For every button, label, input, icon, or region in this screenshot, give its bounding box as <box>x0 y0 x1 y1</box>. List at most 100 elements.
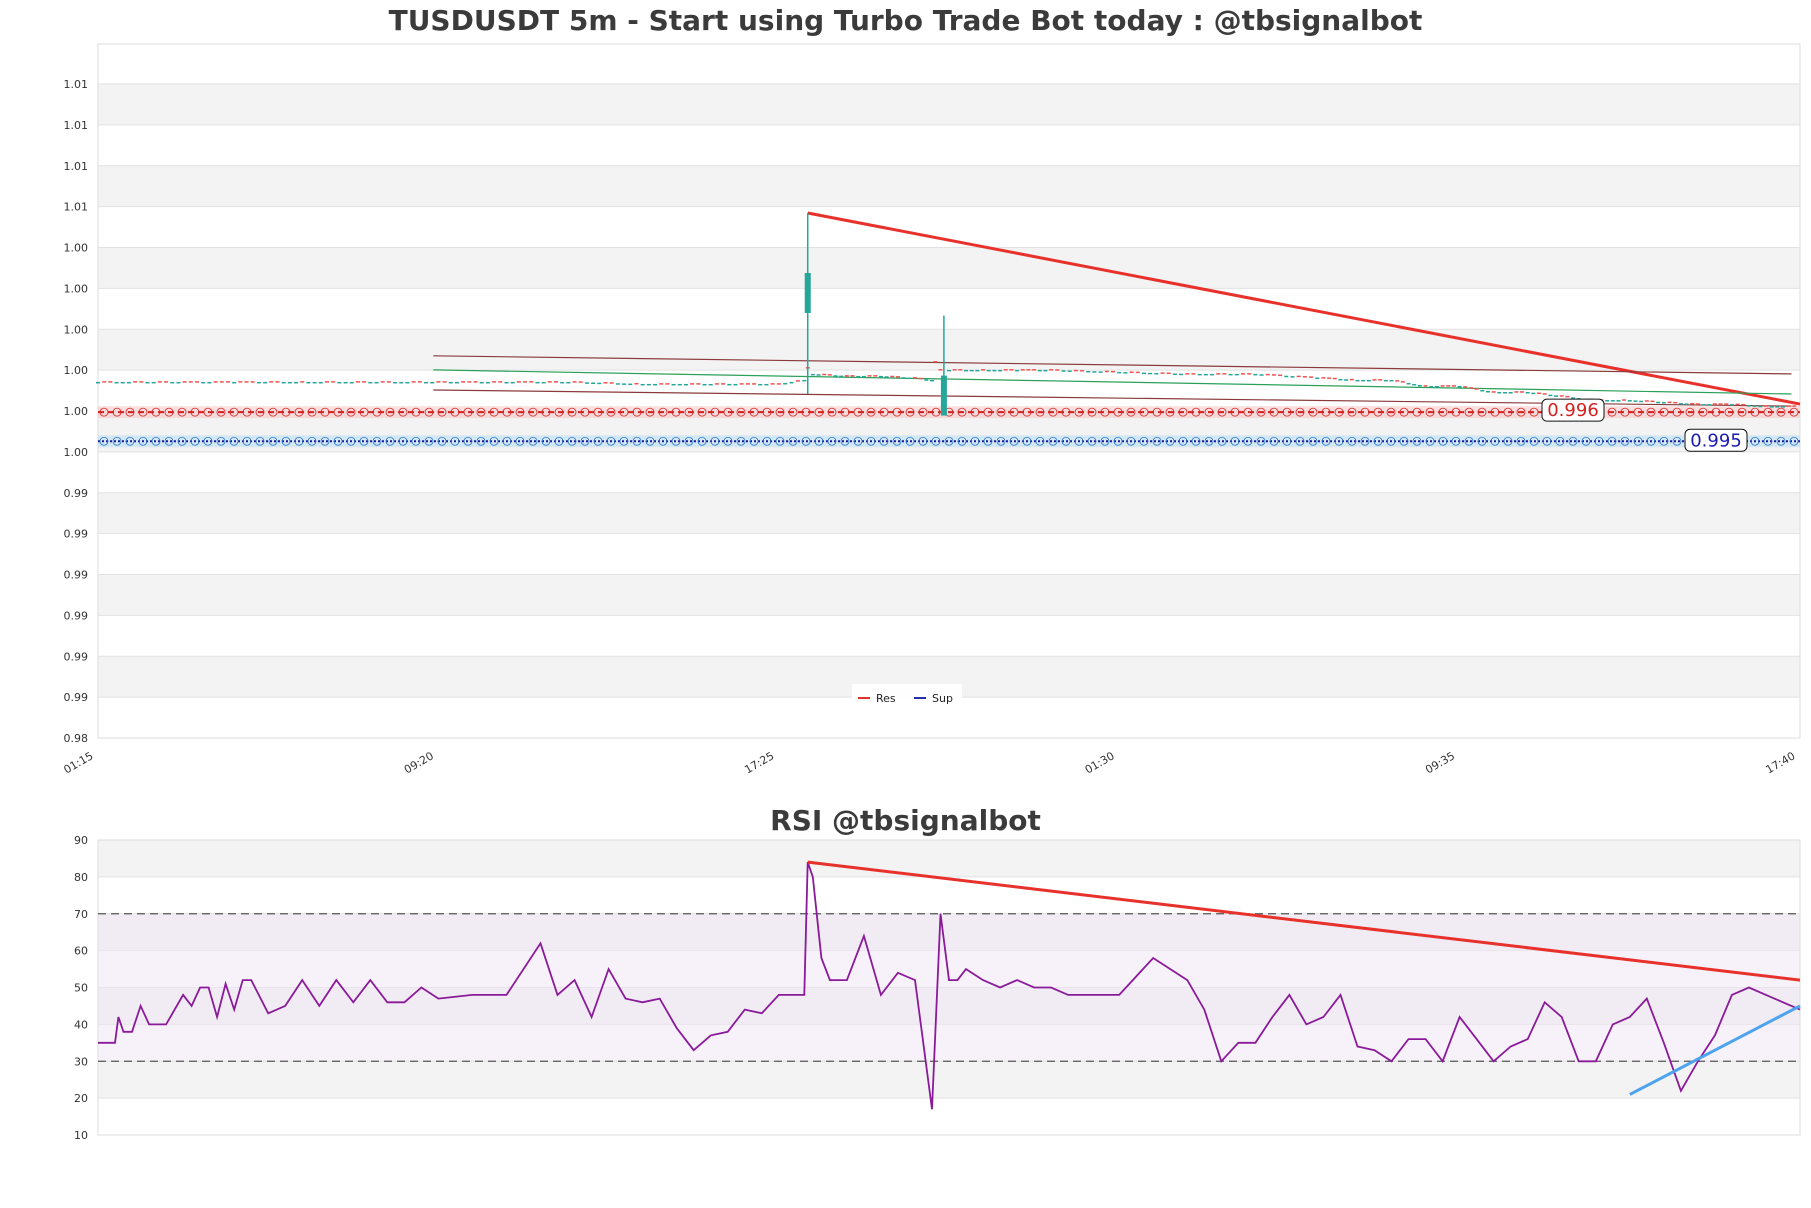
support-marker <box>398 436 408 446</box>
support-marker <box>567 436 577 446</box>
candle <box>300 381 305 383</box>
price-x-tick-label: 17:40 <box>1764 749 1798 776</box>
support-marker <box>918 436 928 446</box>
support-marker <box>762 436 772 446</box>
candle <box>907 377 912 380</box>
candle <box>1491 391 1496 393</box>
resistance-marker <box>1347 407 1357 417</box>
candle <box>1701 404 1706 406</box>
candle <box>1446 385 1451 387</box>
candle <box>1355 379 1360 382</box>
candle <box>547 381 552 383</box>
candle <box>981 369 986 371</box>
rsi-sup-trend-line <box>1629 1004 1801 1096</box>
resistance-marker <box>1152 407 1162 417</box>
candle <box>615 383 620 385</box>
support-marker <box>1269 436 1279 446</box>
resistance-marker <box>1464 407 1474 417</box>
price-y-tick-label: 1.00 <box>64 364 89 377</box>
price-y-tick-label: 0.99 <box>64 487 89 500</box>
resistance-marker <box>1490 407 1500 417</box>
price-y-tick-label: 0.99 <box>64 691 89 704</box>
candle <box>739 383 744 385</box>
resistance-marker <box>554 407 564 417</box>
candle <box>1463 386 1468 388</box>
candle <box>764 383 769 386</box>
price-x-tick-label: 09:20 <box>402 749 436 776</box>
support-marker <box>632 436 642 446</box>
resistance-marker <box>450 407 460 417</box>
resistance-marker <box>190 407 200 417</box>
support-marker <box>1776 436 1786 446</box>
candle <box>516 381 521 383</box>
candle <box>964 369 969 372</box>
candle <box>1395 380 1400 382</box>
support-marker <box>450 436 460 446</box>
candle <box>374 381 379 384</box>
resistance-marker <box>1711 407 1721 417</box>
resistance-marker <box>411 407 421 417</box>
support-marker <box>1659 436 1669 446</box>
candle <box>331 381 336 383</box>
candle <box>176 381 181 384</box>
price-y-tick-label: 1.00 <box>64 446 89 459</box>
support-marker <box>1347 436 1357 446</box>
resistance-marker <box>918 407 928 417</box>
support-marker <box>1061 436 1071 446</box>
candle <box>1315 377 1320 380</box>
support-marker <box>138 436 148 446</box>
resistance-marker <box>1425 407 1435 417</box>
candle <box>1338 378 1343 381</box>
candle <box>1278 374 1283 377</box>
resistance-marker <box>99 407 109 417</box>
candle <box>584 382 589 384</box>
resistance-marker <box>1282 407 1292 417</box>
price-y-tick-label: 1.01 <box>64 160 89 173</box>
support-marker <box>164 436 174 446</box>
candle <box>1191 373 1196 375</box>
candle <box>1485 391 1490 393</box>
resistance-marker <box>1204 407 1214 417</box>
resistance-marker <box>697 407 707 417</box>
support-marker <box>619 436 629 446</box>
resistance-marker <box>1529 407 1539 417</box>
candle <box>1026 369 1031 371</box>
candle <box>1718 403 1723 405</box>
support-marker <box>1399 436 1409 446</box>
resistance-marker <box>1516 407 1526 417</box>
support-marker <box>801 436 811 446</box>
candle <box>417 381 422 383</box>
candle <box>1389 379 1394 382</box>
resistance-marker <box>957 407 967 417</box>
candle <box>646 383 651 386</box>
candle <box>1296 375 1301 378</box>
candle-body <box>804 272 811 313</box>
support-marker <box>1568 436 1578 446</box>
candle <box>958 369 963 371</box>
candle <box>1542 393 1547 395</box>
candle <box>442 381 447 383</box>
support-zone <box>98 435 1800 448</box>
candle <box>1104 370 1109 373</box>
candle <box>102 381 107 383</box>
resistance-marker <box>138 407 148 417</box>
resistance-marker <box>567 407 577 417</box>
support-marker <box>1074 436 1084 446</box>
support-marker <box>1763 436 1773 446</box>
resistance-marker <box>749 407 759 417</box>
candle <box>1043 369 1048 372</box>
candle <box>386 381 391 383</box>
resistance-marker <box>1438 407 1448 417</box>
resistance-marker <box>398 407 408 417</box>
candle <box>938 369 943 371</box>
resistance-marker <box>801 407 811 417</box>
resistance-marker <box>502 407 512 417</box>
candle <box>306 381 311 384</box>
candle <box>1228 373 1233 376</box>
support-marker <box>1672 436 1682 446</box>
support-marker <box>1022 436 1032 446</box>
price-grid-band <box>98 247 1800 289</box>
support-marker <box>1321 436 1331 446</box>
rsi-plot-frame <box>97 839 1801 1136</box>
candle <box>145 381 150 384</box>
